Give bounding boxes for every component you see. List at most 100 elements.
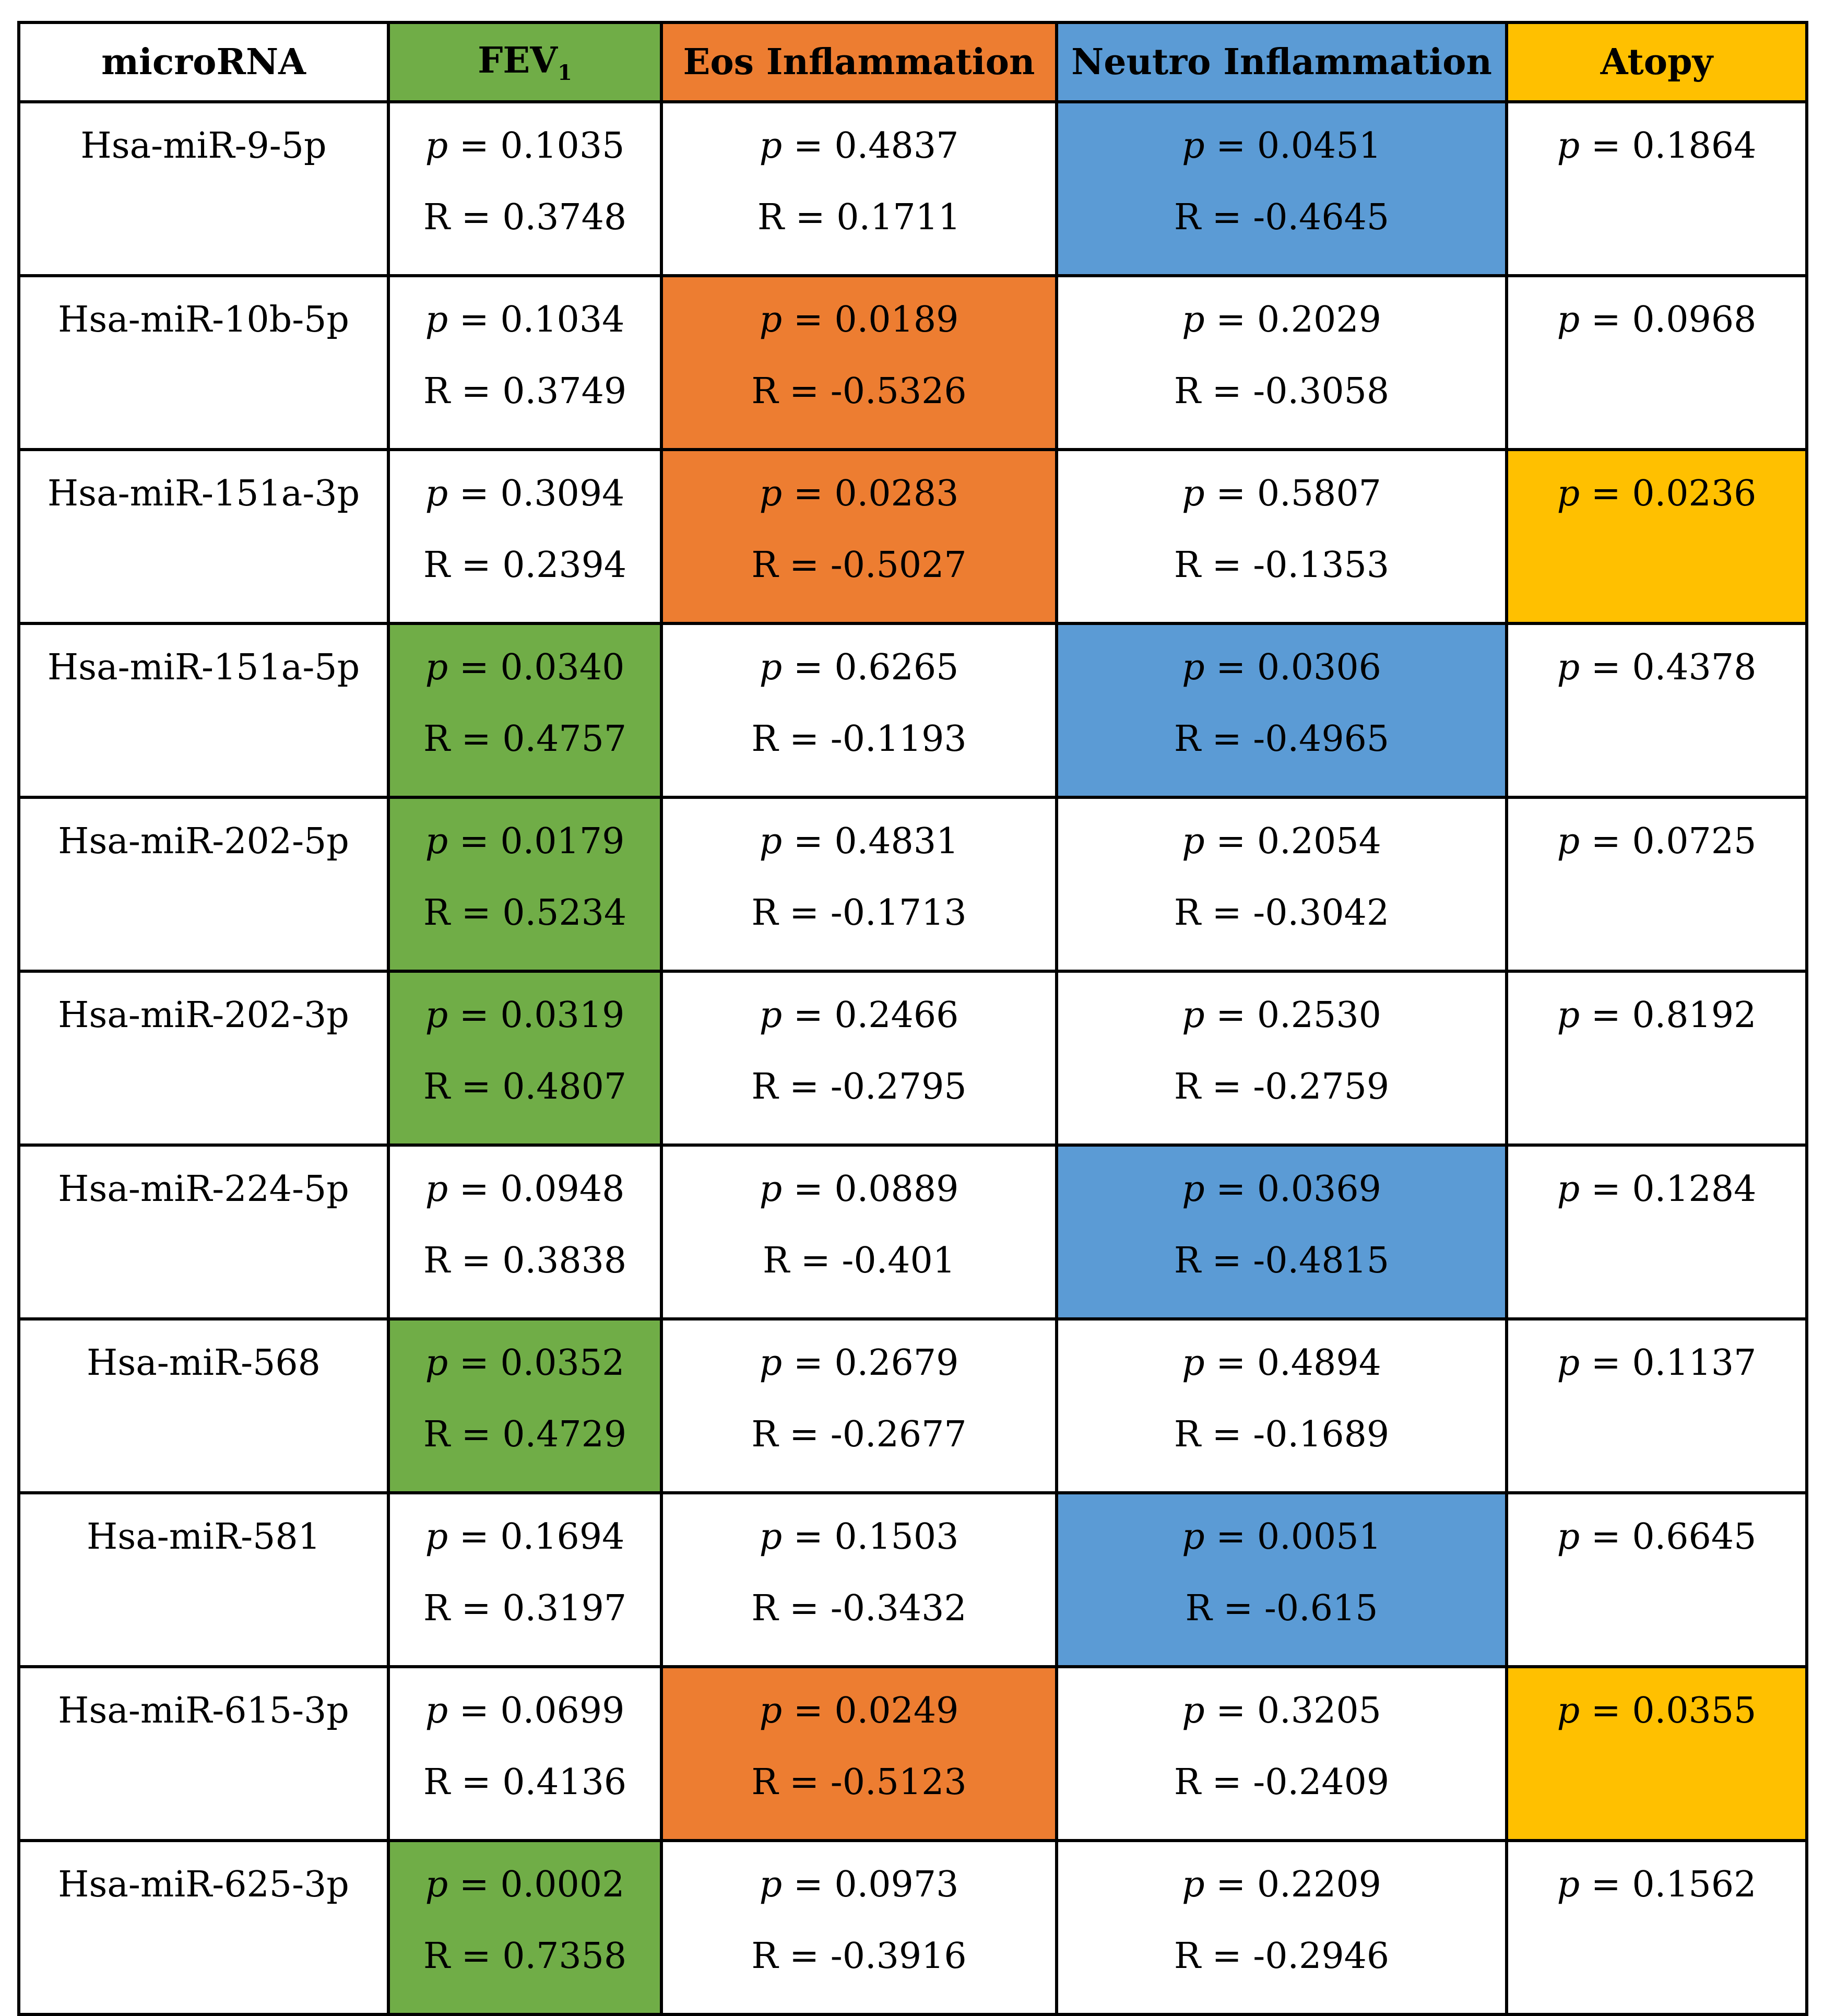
p-value: 0.3205 — [1257, 1690, 1381, 1731]
r-value: -0.3042 — [1253, 892, 1390, 934]
table-row: Hsa-miR-615-3p p = 0.0699 R = 0.4136 p = 0.… — [17, 1665, 1808, 1842]
r-value: -0.2759 — [1253, 1066, 1390, 1107]
p-equals: = — [1580, 647, 1632, 688]
header-label: FEV — [478, 39, 558, 81]
p-value-line: p = 0.0236 — [1508, 473, 1805, 515]
r-value-line: R = 0.7358 — [390, 1936, 660, 1977]
p-equals: = — [782, 821, 835, 862]
p-value: 0.8192 — [1632, 995, 1757, 1036]
p-value-line: p = 0.0249 — [663, 1690, 1055, 1732]
r-value: 0.3838 — [502, 1240, 627, 1281]
r-value-line: R = -0.3042 — [1058, 892, 1505, 934]
fev1-cell: p = 0.0002 R = 0.7358 — [387, 1839, 663, 2016]
mirna-name: Hsa-miR-581 — [87, 1516, 321, 1558]
r-value: -0.3916 — [830, 1936, 967, 1977]
p-equals: = — [782, 299, 835, 340]
p-equals: = — [1204, 821, 1257, 862]
p-symbol: p — [759, 647, 783, 688]
r-value-line: R = -0.1353 — [1058, 545, 1505, 586]
p-value-line: p = 0.0189 — [663, 299, 1055, 341]
r-prefix: R = — [1174, 1936, 1253, 1977]
p-symbol: p — [425, 1864, 448, 1905]
p-equals: = — [1204, 995, 1257, 1036]
p-value: 0.6645 — [1632, 1516, 1757, 1558]
p-symbol: p — [759, 995, 783, 1036]
p-value: 0.3094 — [500, 473, 625, 514]
p-symbol: p — [1182, 1169, 1205, 1210]
r-prefix: R = — [1174, 1762, 1253, 1803]
r-value-line: R = -0.4815 — [1058, 1240, 1505, 1282]
r-value: 0.4757 — [502, 718, 627, 760]
p-value-line: p = 0.1864 — [1508, 125, 1805, 167]
p-value: 0.0249 — [834, 1690, 959, 1731]
p-symbol: p — [1557, 1690, 1580, 1731]
p-symbol: p — [425, 473, 448, 514]
p-value-line: p = 0.0973 — [663, 1864, 1055, 1906]
mirna-cell: Hsa-miR-568 — [17, 1317, 390, 1494]
p-value: 0.0051 — [1257, 1516, 1381, 1558]
p-value-line: p = 0.0889 — [663, 1169, 1055, 1210]
mirna-cell: Hsa-miR-625-3p — [17, 1839, 390, 2016]
p-value: 0.6265 — [834, 647, 959, 688]
p-value: 0.1864 — [1632, 125, 1757, 167]
r-value: -0.1689 — [1253, 1414, 1390, 1455]
mirna-name: Hsa-miR-151a-3p — [47, 473, 360, 514]
eos-inflammation-cell: p = 0.0189 R = -0.5326 — [660, 274, 1058, 451]
p-value-line: p = 0.2209 — [1058, 1864, 1505, 1906]
p-symbol: p — [425, 1516, 448, 1558]
eos-inflammation-cell: p = 0.2679 R = -0.2677 — [660, 1317, 1058, 1494]
p-symbol: p — [1182, 125, 1205, 167]
r-value: -0.5027 — [830, 545, 967, 586]
atopy-cell: p = 0.6645 — [1505, 1491, 1808, 1668]
p-value-line: p = 0.0451 — [1058, 125, 1505, 167]
header-label: microRNA — [101, 41, 306, 83]
p-equals: = — [1204, 473, 1257, 514]
r-value: -0.2946 — [1253, 1936, 1390, 1977]
p-equals: = — [1204, 1690, 1257, 1731]
mirna-cell: Hsa-miR-224-5p — [17, 1143, 390, 1321]
p-value: 0.0973 — [834, 1864, 959, 1905]
p-equals: = — [448, 1864, 501, 1905]
p-value-line: p = 0.0002 — [390, 1864, 660, 1906]
p-value: 0.2209 — [1257, 1864, 1381, 1905]
p-equals: = — [448, 125, 501, 167]
p-symbol: p — [759, 1169, 783, 1210]
r-value: 0.5234 — [502, 892, 627, 934]
p-equals: = — [1580, 821, 1632, 862]
neutro-inflammation-cell: p = 0.0051 R = -0.615 — [1055, 1491, 1508, 1668]
p-value: 0.0179 — [500, 821, 625, 862]
r-prefix: R = — [757, 197, 837, 238]
eos-inflammation-cell: p = 0.4831 R = -0.1713 — [660, 796, 1058, 973]
eos-inflammation-cell: p = 0.4837 R = 0.1711 — [660, 100, 1058, 277]
p-value-line: p = 0.0948 — [390, 1169, 660, 1210]
p-value: 0.0948 — [500, 1169, 625, 1210]
neutro-inflammation-cell: p = 0.0306 R = -0.4965 — [1055, 622, 1508, 799]
p-symbol: p — [1182, 473, 1205, 514]
r-value-line: R = -0.401 — [663, 1240, 1055, 1282]
p-value-line: p = 0.6645 — [1508, 1516, 1805, 1558]
p-value: 0.2029 — [1257, 299, 1381, 340]
r-value-line: R = -0.3432 — [663, 1588, 1055, 1630]
atopy-cell: p = 0.1562 — [1505, 1839, 1808, 2016]
r-value-line: R = -0.2759 — [1058, 1066, 1505, 1108]
p-value-line: p = 0.1562 — [1508, 1864, 1805, 1906]
r-value: -0.4965 — [1253, 718, 1390, 760]
r-value-line: R = 0.2394 — [390, 545, 660, 586]
header-atopy: Atopy — [1505, 21, 1808, 103]
p-equals: = — [782, 647, 835, 688]
mirna-cell: Hsa-miR-202-3p — [17, 970, 390, 1147]
p-equals: = — [1580, 1690, 1632, 1731]
header-row: microRNA FEV1 Eos Inflammation Neutro Infla… — [17, 21, 1808, 103]
p-equals: = — [1204, 1342, 1257, 1384]
p-symbol: p — [759, 1516, 783, 1558]
p-value-line: p = 0.5807 — [1058, 473, 1505, 515]
table-row: Hsa-miR-581 p = 0.1694 R = 0.3197 p = 0.150… — [17, 1491, 1808, 1668]
p-value-line: p = 0.1694 — [390, 1516, 660, 1558]
eos-inflammation-cell: p = 0.0973 R = -0.3916 — [660, 1839, 1058, 2016]
p-symbol: p — [1557, 125, 1580, 167]
p-symbol: p — [1557, 821, 1580, 862]
r-prefix: R = — [751, 1762, 831, 1803]
mirna-name: Hsa-miR-625-3p — [58, 1864, 349, 1905]
p-symbol: p — [759, 1690, 783, 1731]
p-symbol: p — [1557, 299, 1580, 340]
